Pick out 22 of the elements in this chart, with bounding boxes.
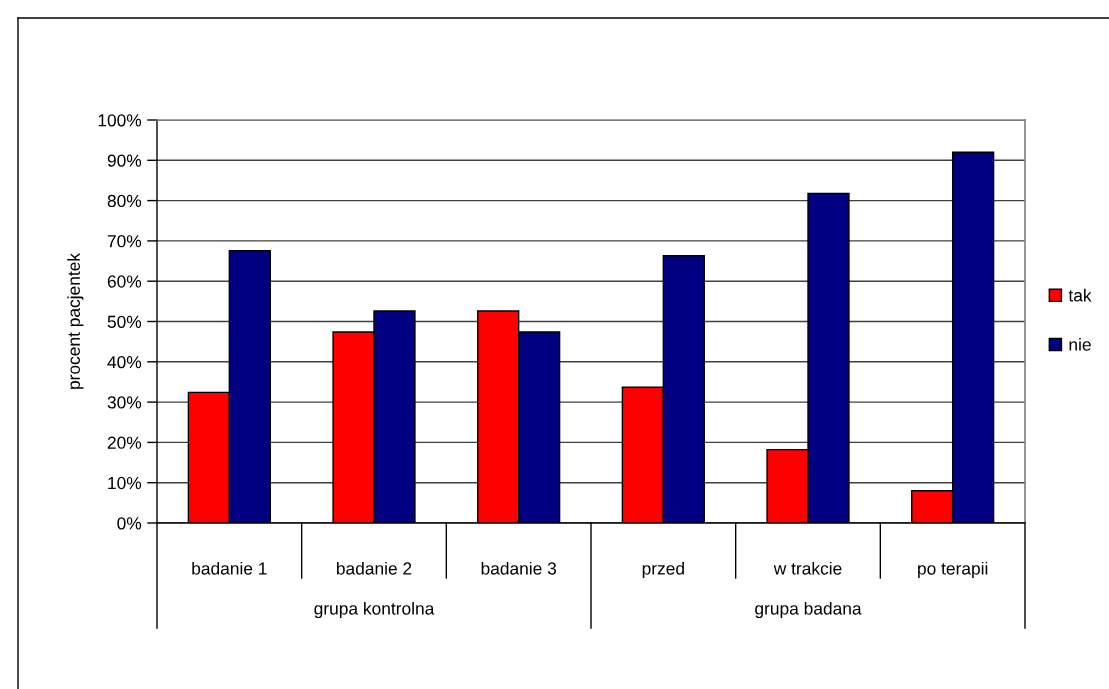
x-tick-label: badanie 2 bbox=[336, 561, 412, 575]
x-tick-label: badanie 3 bbox=[481, 561, 557, 575]
y-tick-label: 40% bbox=[107, 355, 142, 369]
y-tick-label: 50% bbox=[107, 315, 142, 328]
y-tick-label: 70% bbox=[107, 235, 142, 248]
y-tick-label: 90% bbox=[107, 154, 142, 167]
y-tick-label: 20% bbox=[107, 436, 142, 449]
text: grupa badana bbox=[755, 601, 862, 619]
y-tick-label: 60% bbox=[107, 275, 142, 288]
y-tick-label: 10% bbox=[108, 476, 142, 490]
x-tick-label: badanie 1 bbox=[192, 561, 267, 575]
legend-label: tak bbox=[1068, 288, 1092, 302]
y-axis-title: procent pacjentek bbox=[67, 252, 84, 389]
x-tick-label: w trakcie bbox=[773, 561, 842, 575]
y-tick-label: 0% bbox=[117, 517, 142, 530]
y-tick-label: 100% bbox=[98, 114, 142, 127]
x-tick-label: po terapii bbox=[918, 561, 988, 579]
text: grupa kontrolna bbox=[314, 601, 435, 619]
x-tick-label: przed bbox=[642, 561, 684, 579]
y-tick-label: 80% bbox=[107, 194, 142, 208]
legend-label: nie bbox=[1069, 337, 1091, 351]
y-tick-label: 30% bbox=[107, 396, 142, 409]
